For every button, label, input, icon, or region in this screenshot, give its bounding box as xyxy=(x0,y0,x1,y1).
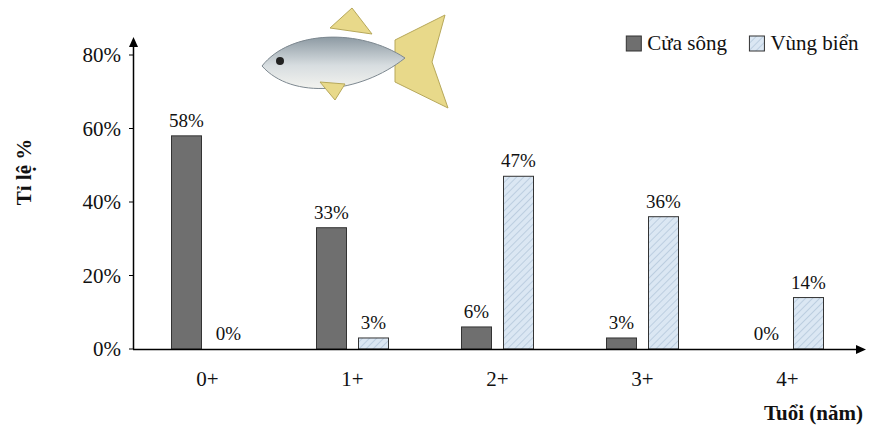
bar xyxy=(462,327,492,349)
legend-swatch xyxy=(749,36,764,51)
x-tick-label: 3+ xyxy=(631,367,653,391)
y-tick-label: 40% xyxy=(83,190,122,214)
data-label: 0% xyxy=(754,323,780,344)
x-axis-arrow xyxy=(856,345,866,354)
data-label: 33% xyxy=(314,202,349,223)
bars xyxy=(172,136,824,349)
fish-body xyxy=(262,37,405,88)
data-label: 3% xyxy=(361,312,387,333)
bar xyxy=(794,298,824,349)
chart: 58%33%6%3%0%0%3%47%36%14%0%20%40%60%80%0… xyxy=(0,0,869,434)
data-label: 3% xyxy=(609,312,635,333)
data-label: 47% xyxy=(501,150,536,171)
data-label: 6% xyxy=(464,301,490,322)
bar xyxy=(359,338,389,349)
legend: Cửa sông Vùng biển xyxy=(626,31,859,55)
data-label: 36% xyxy=(646,191,681,212)
x-tick-label: 4+ xyxy=(776,367,798,391)
legend-swatch xyxy=(626,36,641,51)
data-labels: 58% 33% 6% 3% 0% 0% 3% 47% 36% 14% xyxy=(169,110,826,344)
legend-label: Vùng biển xyxy=(770,31,859,55)
x-tick-label: 0+ xyxy=(196,367,218,391)
y-tick-label: 20% xyxy=(83,264,122,288)
fish-tail xyxy=(395,15,448,108)
data-label: 0% xyxy=(216,323,242,344)
y-tick xyxy=(129,275,133,276)
x-axis-title: Tuổi (năm) xyxy=(764,401,863,425)
y-axis-arrow xyxy=(129,37,138,47)
bar xyxy=(172,136,202,349)
bar xyxy=(607,338,637,349)
fish-fin xyxy=(320,82,345,100)
y-tick xyxy=(129,202,133,203)
y-tick xyxy=(129,349,133,350)
data-label: 58% xyxy=(169,110,204,131)
axes: 0% 20% 40% 60% 80% 0+ 1+ 2+ 3+ 4+ xyxy=(83,37,867,391)
y-tick xyxy=(129,55,133,56)
bar xyxy=(649,217,679,349)
x-tick-label: 1+ xyxy=(341,367,363,391)
x-axis-line xyxy=(133,349,858,351)
fish-fin xyxy=(330,8,372,34)
y-axis-title: Tỉ lệ % xyxy=(12,139,36,206)
y-tick-label: 80% xyxy=(83,43,122,67)
y-tick-label: 0% xyxy=(93,337,121,361)
fish-illustration xyxy=(262,8,448,108)
y-tick-label: 60% xyxy=(83,117,122,141)
bar xyxy=(317,228,347,349)
legend-label: Cửa sông xyxy=(647,31,727,55)
fish-eye xyxy=(276,57,284,65)
x-tick-label: 2+ xyxy=(486,367,508,391)
y-axis-line xyxy=(133,45,135,349)
data-label: 14% xyxy=(791,272,826,293)
bar xyxy=(504,176,534,349)
y-tick xyxy=(129,128,133,129)
